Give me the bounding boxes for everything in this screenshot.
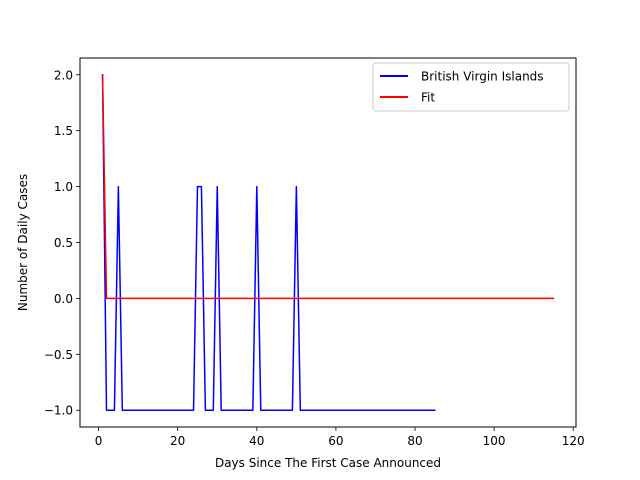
y-axis-ticks: −1.0 −0.5 0.0 0.5 1.0 1.5 2.0 (44, 68, 80, 418)
y-tick-label: 2.0 (54, 68, 73, 82)
y-tick-label: 0.5 (54, 236, 73, 250)
x-tick-label: 20 (170, 434, 185, 448)
x-axis-ticks: 0 20 40 60 80 100 120 (95, 427, 585, 448)
y-tick-label: −1.0 (44, 404, 73, 418)
legend-label-fit: Fit (421, 91, 435, 105)
y-tick-label: 1.0 (54, 180, 73, 194)
x-tick-label: 40 (249, 434, 264, 448)
y-tick-label: 1.5 (54, 124, 73, 138)
x-tick-label: 60 (328, 434, 343, 448)
x-tick-label: 120 (562, 434, 585, 448)
x-tick-label: 80 (407, 434, 422, 448)
x-tick-label: 0 (95, 434, 103, 448)
series-layer (101, 74, 555, 411)
x-tick-label: 100 (483, 434, 506, 448)
x-axis-label: Days Since The First Case Announced (215, 456, 441, 470)
legend-box (372, 62, 570, 112)
y-tick-label: −0.5 (44, 348, 73, 362)
y-tick-label: 0.0 (54, 292, 73, 306)
series-line-fit (101, 74, 555, 300)
y-axis-label: Number of Daily Cases (16, 174, 30, 311)
plot-area (80, 58, 576, 427)
legend-label-british-virgin-islands: British Virgin Islands (421, 70, 544, 84)
legend: British Virgin Islands Fit (372, 62, 570, 112)
series-line-british-virgin-islands (101, 74, 436, 411)
